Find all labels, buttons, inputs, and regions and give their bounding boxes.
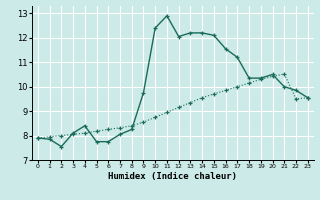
X-axis label: Humidex (Indice chaleur): Humidex (Indice chaleur) (108, 172, 237, 181)
